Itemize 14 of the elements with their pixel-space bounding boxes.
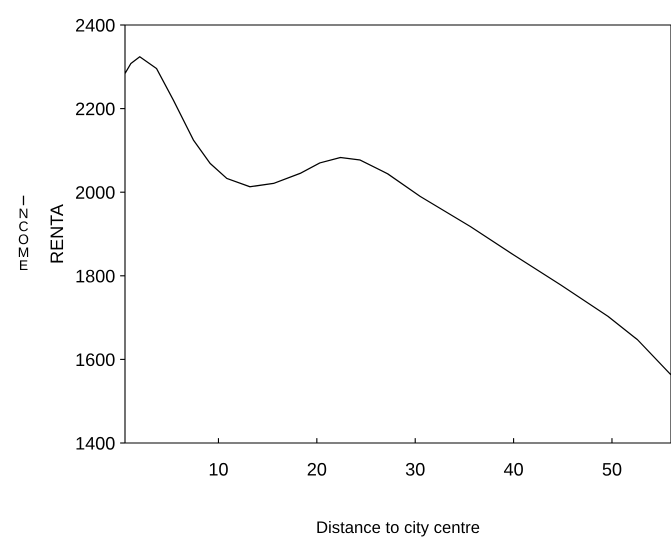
y-tick-label: 1400 [76, 436, 115, 450]
y-axis-title: RENTA [50, 204, 64, 262]
x-tick-label: 10 [210, 462, 228, 476]
x-tick-label: 40 [504, 462, 523, 476]
x-tick-label: 30 [406, 462, 425, 476]
y-tick-label: 1800 [76, 270, 115, 283]
x-axis-title: Distance to city centre [317, 520, 480, 536]
y-tick-label: 2200 [76, 102, 115, 116]
y-tick-label: 2400 [76, 18, 115, 32]
x-tick-label: 50 [602, 462, 622, 476]
y-tick-label: 1600 [76, 353, 115, 366]
x-tick-label: 20 [308, 462, 326, 476]
text: INCOME [18, 196, 28, 270]
y-tick-label: 2000 [76, 186, 115, 199]
